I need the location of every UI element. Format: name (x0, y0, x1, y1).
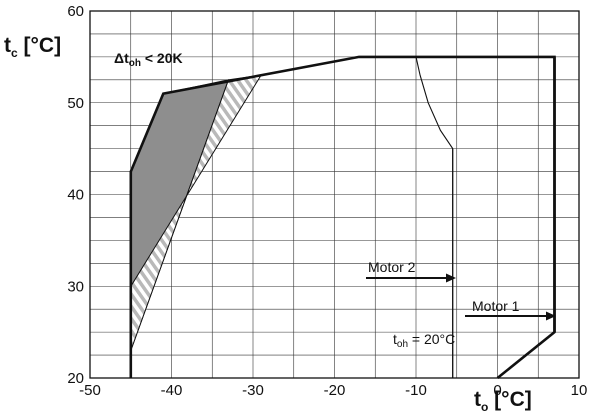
plot-frame (89, 10, 580, 379)
x-tick-label: -30 (242, 382, 264, 399)
x-tick-label: 0 (493, 382, 501, 399)
motor-2-label: Motor 2 (368, 259, 416, 275)
motor-1-label: Motor 1 (472, 298, 520, 314)
y-tick-label: 50 (67, 95, 84, 112)
y-tick-label: 30 (67, 278, 84, 295)
y-axis-label-main: t (4, 34, 11, 57)
y-axis-label: tc [°C] (4, 34, 61, 60)
t-oh-prefix: t (393, 331, 397, 347)
x-axis-label-main: t (474, 388, 481, 411)
y-tick-label: 60 (67, 3, 84, 20)
y-tick-label: 40 (67, 187, 84, 204)
delta-t-sub: oh (129, 58, 141, 69)
t-oh-suffix: = 20°C (408, 331, 455, 347)
t-oh-sub: oh (397, 339, 408, 350)
delta-t-prefix: Δt (114, 50, 129, 66)
motor-2-arrow-head (446, 273, 456, 283)
motor-1-arrow-head (546, 311, 556, 321)
x-axis-label-sub: o (481, 400, 488, 414)
x-axis-label-unit: [°C] (488, 388, 531, 411)
tick-labels: -50 -40 -30 -20 -10 0 10 20 30 40 50 60 (67, 3, 587, 399)
delta-t-suffix: < 20K (141, 50, 183, 66)
envelope-lines (129, 55, 556, 380)
y-tick-label: 20 (67, 370, 84, 387)
y-axis-label-sub: c (11, 46, 18, 60)
y-axis-label-unit: [°C] (18, 34, 61, 57)
t-oh-annotation: toh = 20°C (393, 331, 455, 350)
x-tick-label: -50 (79, 382, 101, 399)
delta-t-annotation: Δtoh < 20K (114, 50, 183, 69)
x-tick-label: -10 (405, 382, 427, 399)
x-tick-label: 10 (571, 382, 588, 399)
x-tick-label: -20 (324, 382, 346, 399)
x-axis-label: to [°C] (474, 388, 532, 414)
x-tick-label: -40 (161, 382, 183, 399)
